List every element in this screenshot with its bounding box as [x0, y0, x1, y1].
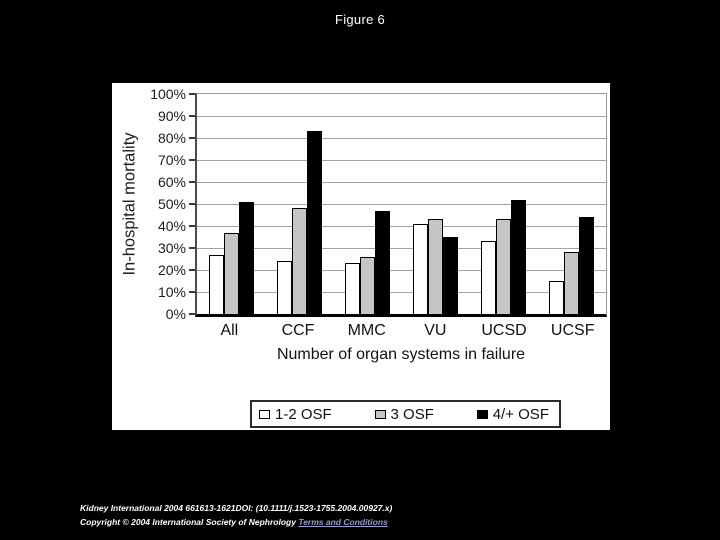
bar-3-osf — [496, 219, 512, 314]
bar-1-2-osf — [208, 254, 224, 314]
gridline — [197, 226, 606, 227]
bar-group — [197, 94, 265, 314]
legend-swatch — [374, 409, 386, 419]
copyright-text: Copyright © 2004 International Society o… — [80, 516, 299, 527]
bar-4-osf — [306, 131, 322, 314]
y-tick-label: 0% — [165, 306, 186, 322]
x-tick-labels: All CCF MMC VU UCSD UCSF — [195, 322, 607, 340]
bar-group — [333, 94, 401, 314]
bar-groups — [197, 94, 606, 314]
citation-line: Kidney International 2004 661613-1621DOI… — [80, 503, 393, 513]
bar-3-osf — [291, 208, 307, 314]
y-tick-marks — [189, 93, 195, 315]
x-tick-label: UCSD — [481, 322, 527, 339]
gridlines — [197, 94, 606, 314]
bar-group — [470, 94, 538, 314]
bar-3-osf — [223, 232, 239, 314]
copyright-line: Copyright © 2004 International Society o… — [80, 516, 392, 530]
bar-4-osf — [443, 237, 459, 314]
y-tick-mark — [189, 291, 195, 293]
bar-4-osf — [579, 217, 595, 314]
plot-area — [195, 93, 607, 317]
bar-4-osf — [238, 201, 254, 314]
bar-4-osf — [511, 199, 527, 314]
legend-swatch — [476, 409, 488, 419]
footer: Kidney International 2004 661613-1621DOI… — [80, 502, 392, 529]
bar-3-osf — [564, 252, 580, 314]
y-tick-mark — [189, 137, 195, 139]
gridline — [197, 204, 606, 205]
legend-item: 1-2 OSF — [259, 406, 332, 423]
bar-group — [402, 94, 470, 314]
y-tick-label: 70% — [157, 152, 186, 168]
figure-title: Figure 6 — [334, 12, 386, 27]
legend-label: 3 OSF — [390, 405, 434, 423]
legend-swatch — [259, 409, 270, 419]
x-tick-label: UCSF — [550, 322, 595, 339]
y-tick-label: 50% — [157, 196, 186, 212]
y-tick-label: 60% — [157, 174, 186, 190]
y-tick-label: 80% — [157, 130, 186, 146]
x-tick-label: VU — [424, 322, 447, 339]
chart-panel: In-hospital mortality 0% 10% 20% 30% 40% 50% 6… — [112, 83, 610, 430]
y-tick-mark — [189, 269, 195, 271]
y-tick-mark — [189, 115, 195, 117]
y-tick-mark — [189, 93, 195, 95]
terms-and-conditions-link[interactable]: Terms and Conditions — [298, 516, 388, 527]
bar-1-2-osf — [413, 223, 429, 314]
x-axis-title: Number of organ systems in failure — [276, 346, 526, 363]
y-tick-mark — [189, 159, 195, 161]
y-tick-mark — [189, 247, 195, 249]
gridline — [197, 292, 606, 293]
bar-1-2-osf — [276, 261, 292, 314]
bar-group — [538, 94, 606, 314]
bar-1-2-osf — [481, 241, 497, 314]
y-tick-label: 20% — [157, 262, 186, 278]
legend-item: 3 OSF — [374, 405, 434, 423]
gridline — [197, 160, 606, 161]
bar-group — [265, 94, 333, 314]
y-tick-label: 10% — [157, 284, 186, 300]
gridline — [197, 138, 606, 139]
legend-item: 4/+ OSF — [476, 405, 549, 423]
y-tick-label: 90% — [157, 108, 186, 124]
y-tick-mark — [189, 203, 195, 205]
gridline — [197, 270, 606, 271]
bar-3-osf — [359, 256, 375, 314]
x-tick-label: CCF — [281, 322, 315, 339]
bar-1-2-osf — [549, 281, 565, 314]
gridline — [197, 182, 606, 183]
gridline — [197, 116, 606, 117]
legend: 1-2 OSF 3 OSF 4/+ OSF — [250, 400, 561, 428]
y-tick-mark — [189, 313, 195, 315]
x-tick-label: MMC — [347, 322, 386, 339]
legend-label: 1-2 OSF — [275, 405, 332, 423]
y-tick-mark — [189, 181, 195, 183]
y-tick-labels: 0% 10% 20% 30% 40% 50% 60% 70% 80% 90% 100% — [112, 86, 190, 322]
y-tick-label: 40% — [157, 218, 186, 234]
legend-label: 4/+ OSF — [492, 405, 549, 423]
y-tick-mark — [189, 225, 195, 227]
x-tick-label: All — [220, 322, 239, 339]
bar-1-2-osf — [344, 263, 360, 314]
y-tick-label: 30% — [157, 240, 186, 256]
y-tick-label: 100% — [150, 86, 186, 102]
bar-4-osf — [374, 210, 390, 314]
bar-3-osf — [428, 219, 444, 314]
gridline — [197, 248, 606, 249]
